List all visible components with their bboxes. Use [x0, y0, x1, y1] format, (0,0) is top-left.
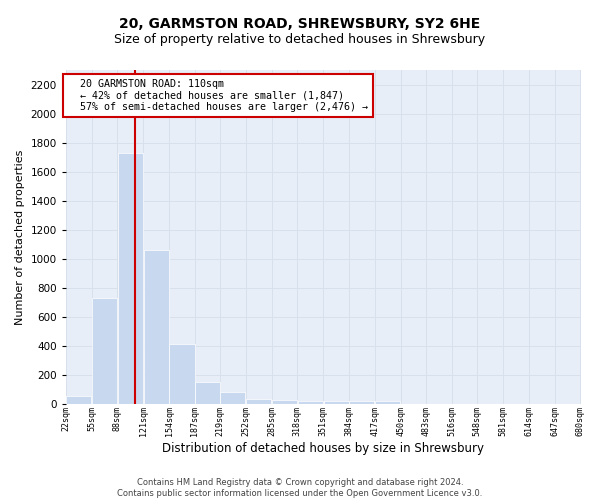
Y-axis label: Number of detached properties: Number of detached properties — [15, 149, 25, 324]
Bar — [92, 298, 117, 404]
X-axis label: Distribution of detached houses by size in Shrewsbury: Distribution of detached houses by size … — [162, 442, 484, 455]
Bar — [118, 152, 143, 404]
Bar — [195, 382, 220, 404]
Text: Contains HM Land Registry data © Crown copyright and database right 2024.
Contai: Contains HM Land Registry data © Crown c… — [118, 478, 482, 498]
Bar — [375, 401, 400, 404]
Text: 20 GARMSTON ROAD: 110sqm
  ← 42% of detached houses are smaller (1,847)
  57% of: 20 GARMSTON ROAD: 110sqm ← 42% of detach… — [68, 78, 368, 112]
Text: Size of property relative to detached houses in Shrewsbury: Size of property relative to detached ho… — [115, 32, 485, 46]
Bar — [66, 396, 91, 404]
Text: 20, GARMSTON ROAD, SHREWSBURY, SY2 6HE: 20, GARMSTON ROAD, SHREWSBURY, SY2 6HE — [119, 18, 481, 32]
Bar — [220, 392, 245, 404]
Bar — [272, 400, 297, 404]
Bar — [143, 250, 169, 404]
Bar — [246, 398, 271, 404]
Bar — [298, 401, 323, 404]
Bar — [323, 401, 349, 404]
Bar — [349, 402, 374, 404]
Bar — [169, 344, 194, 404]
